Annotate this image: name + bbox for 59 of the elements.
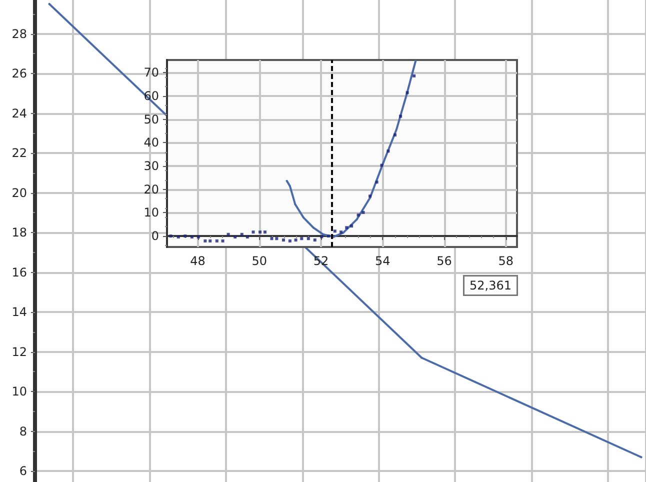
point <box>275 237 278 240</box>
point <box>204 239 207 242</box>
y-tick-label: 14 <box>12 305 27 320</box>
point <box>169 234 172 238</box>
y-tick-label: 20 <box>144 182 159 196</box>
point <box>221 239 224 242</box>
point <box>350 224 354 228</box>
y-tick-label: 24 <box>12 106 27 120</box>
point <box>320 235 324 238</box>
y-tick-label: 26 <box>12 66 27 81</box>
line-series <box>286 60 417 238</box>
point <box>215 239 218 242</box>
point <box>412 74 416 78</box>
point <box>226 232 230 236</box>
y-tick-label: 20 <box>12 186 27 200</box>
y-tick-label: 16 <box>12 265 27 280</box>
y-tick-label: 50 <box>144 112 159 126</box>
y-tick-label: 28 <box>12 26 27 41</box>
point <box>240 232 244 236</box>
y-tick-label: 70 <box>144 66 159 80</box>
point <box>375 180 378 184</box>
y-tick-label: 30 <box>144 158 159 173</box>
point <box>208 239 212 242</box>
point <box>288 239 292 242</box>
x-tick-label: 50 <box>252 254 268 268</box>
point <box>176 235 180 238</box>
y-tick-label: 6 <box>19 464 27 478</box>
point <box>340 230 343 234</box>
point <box>333 230 336 233</box>
point <box>294 238 298 242</box>
point <box>196 235 200 238</box>
point <box>252 230 255 234</box>
y-tick-label: 12 <box>12 344 27 359</box>
point <box>282 238 285 242</box>
point <box>362 210 365 214</box>
y-tick-label: 8 <box>19 424 27 438</box>
point <box>313 238 316 242</box>
y-tick-label: 0 <box>151 229 159 244</box>
point <box>345 226 348 230</box>
point <box>380 164 384 167</box>
point <box>393 133 396 136</box>
point <box>258 230 262 234</box>
x-tick-label: 54 <box>375 254 390 268</box>
point <box>386 150 390 153</box>
y-tick-label: 22 <box>12 146 27 160</box>
x-tick-label: 48 <box>190 254 206 268</box>
point <box>399 114 402 118</box>
x-tick-label: 56 <box>436 254 452 268</box>
y-tick-label: 40 <box>144 136 159 150</box>
x-tick-label: 58 <box>498 254 514 268</box>
point <box>190 235 194 238</box>
point <box>356 214 360 217</box>
point <box>263 230 266 234</box>
point <box>326 234 330 238</box>
annotation: 52,361 <box>470 278 512 292</box>
y-tick-label: 18 <box>12 226 27 240</box>
y-tick-label: 10 <box>12 384 27 399</box>
point <box>300 237 304 240</box>
y-tick-label: 10 <box>144 206 159 220</box>
